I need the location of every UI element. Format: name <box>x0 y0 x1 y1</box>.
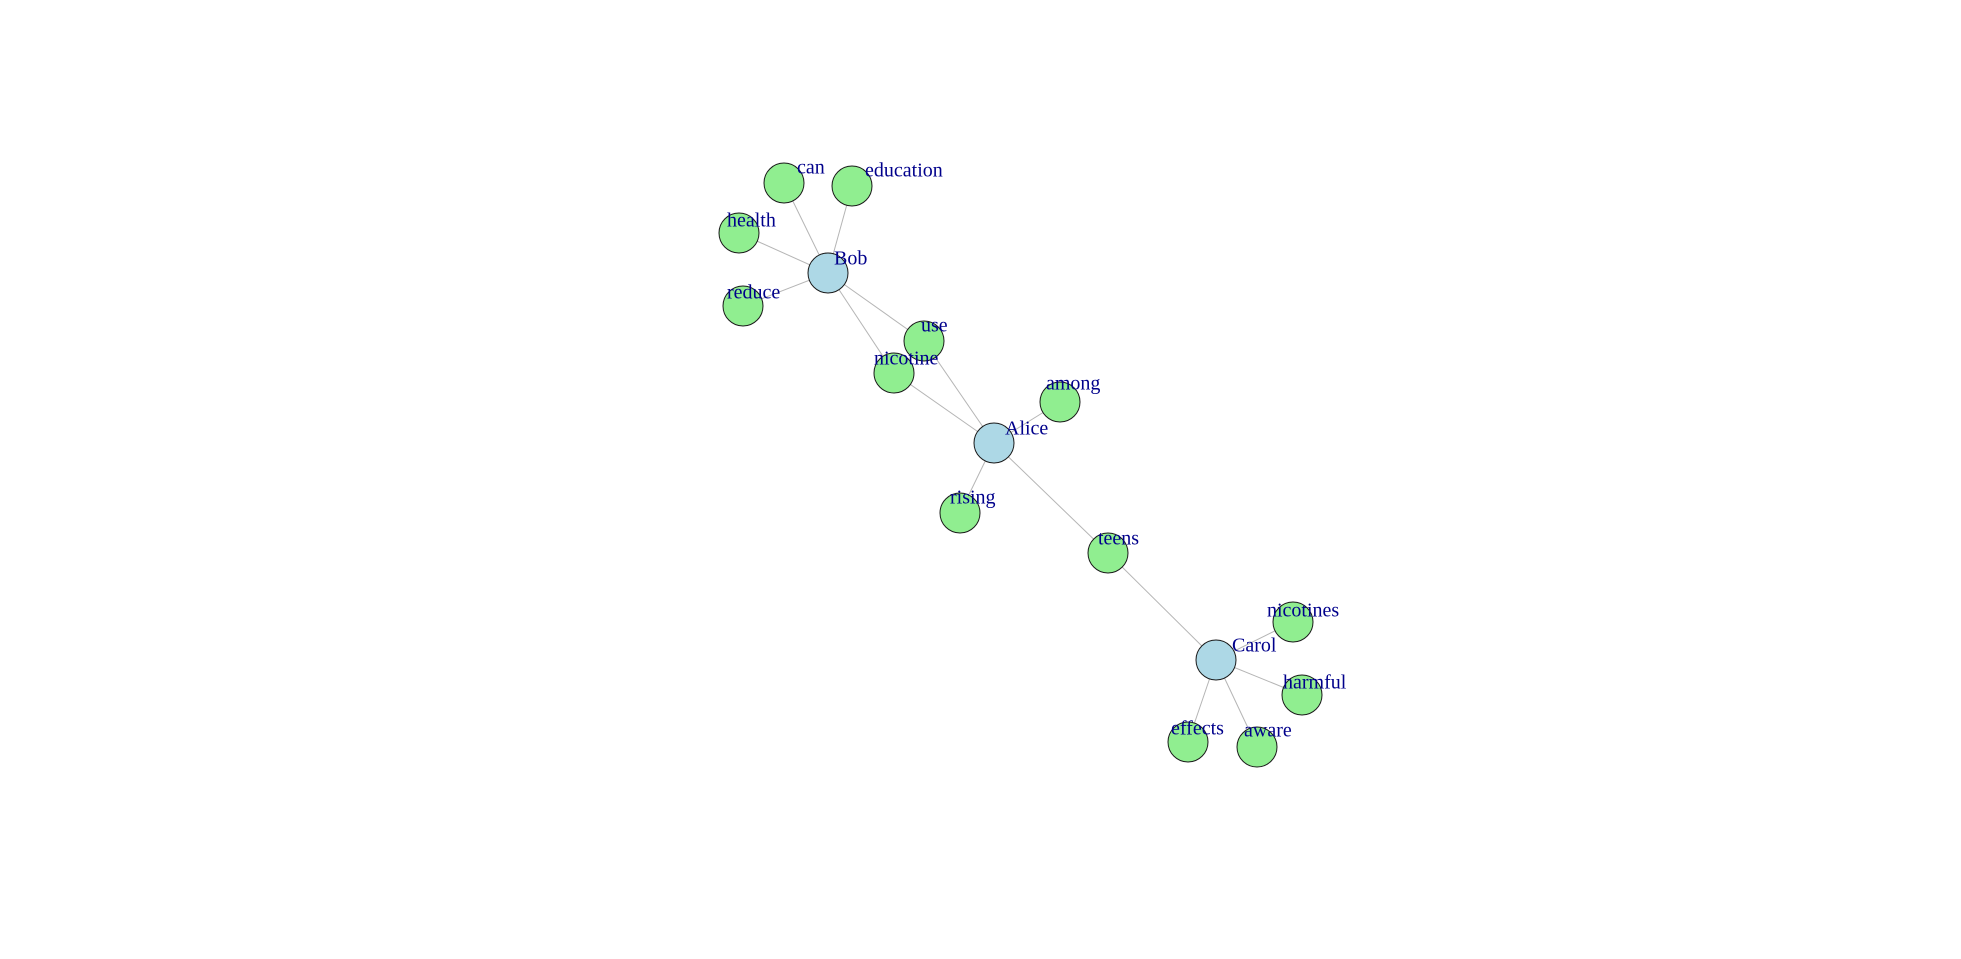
node-label-carol: Carol <box>1232 635 1277 657</box>
node-alice <box>973 422 1015 464</box>
node-label-teens: teens <box>1098 528 1139 550</box>
node-label-among: among <box>1046 373 1100 395</box>
node-label-alice: Alice <box>1005 418 1048 440</box>
node-teens <box>1087 532 1129 574</box>
nodes-layer <box>718 162 1323 768</box>
node-can <box>763 162 805 204</box>
node-bob <box>807 252 849 294</box>
labels-layer: Bob Alice Carol can education health reduce use… <box>727 157 1347 742</box>
node-aware <box>1236 726 1278 768</box>
node-label-rising: rising <box>950 487 996 509</box>
edge-carol-teens <box>1107 552 1217 661</box>
node-education <box>831 165 873 207</box>
node-reduce <box>722 285 764 327</box>
node-nicotine <box>873 352 915 394</box>
node-nicotines <box>1272 601 1314 643</box>
node-label-aware: aware <box>1244 720 1292 742</box>
node-label-harmful: harmful <box>1283 672 1347 694</box>
node-health <box>718 212 760 254</box>
edge-alice-teens <box>993 442 1109 554</box>
node-label-effects: effects <box>1171 718 1224 740</box>
node-use <box>903 320 945 362</box>
node-rising <box>939 492 981 534</box>
edge-alice-use <box>923 340 995 444</box>
node-label-education: education <box>865 160 943 182</box>
node-among <box>1039 381 1081 423</box>
node-label-health: health <box>727 210 776 232</box>
node-label-reduce: reduce <box>727 282 780 304</box>
node-carol <box>1195 639 1237 681</box>
node-label-bob: Bob <box>834 248 867 270</box>
node-label-nicotines: nicotines <box>1267 600 1339 622</box>
node-label-nicotine: nicotine <box>874 348 939 370</box>
node-harmful <box>1281 674 1323 716</box>
node-label-can: can <box>797 157 825 179</box>
node-label-use: use <box>921 315 948 337</box>
node-effects <box>1167 721 1209 763</box>
